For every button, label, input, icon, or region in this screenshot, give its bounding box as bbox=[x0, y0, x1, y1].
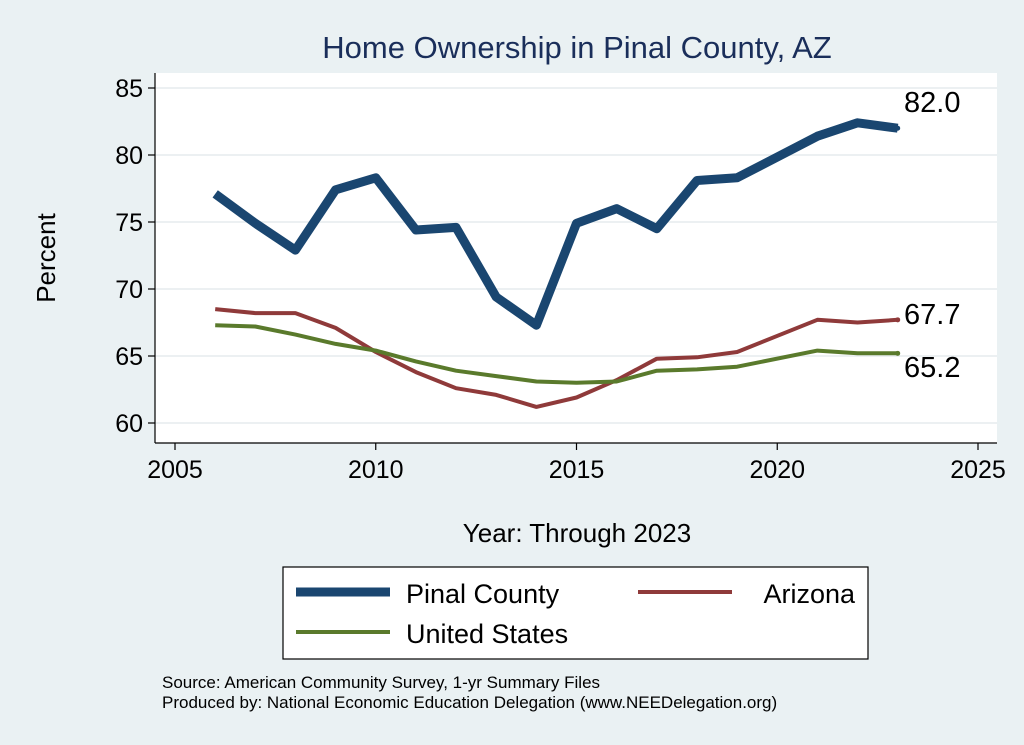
series-end-point-2 bbox=[895, 350, 901, 356]
x-tick-label: 2020 bbox=[749, 456, 805, 484]
legend-label-2: United States bbox=[406, 619, 568, 649]
legend-label-1: Arizona bbox=[763, 579, 856, 609]
x-tick-label: 2010 bbox=[348, 456, 404, 484]
series-end-point-0 bbox=[895, 125, 901, 131]
axes: 60 65 70 75 80 85 2005 2010 2015 2020 2025 bbox=[115, 73, 1006, 484]
end-value-label-2: 65.2 bbox=[904, 352, 960, 384]
series-line-2 bbox=[215, 323, 898, 385]
series-end-point-1 bbox=[895, 317, 901, 323]
produced-note: Produced by: National Economic Education… bbox=[162, 693, 777, 712]
y-tick-label: 80 bbox=[115, 142, 143, 170]
x-tick-label: 2015 bbox=[549, 456, 605, 484]
y-tick-label: 60 bbox=[115, 410, 143, 438]
x-tick-label: 2005 bbox=[147, 456, 203, 484]
source-note: Source: American Community Survey, 1-yr … bbox=[162, 673, 600, 692]
end-value-label-0: 82.0 bbox=[904, 87, 960, 119]
y-tick-label: 75 bbox=[115, 209, 143, 237]
y-tick-label: 85 bbox=[115, 75, 143, 103]
end-labels: 82.0 67.7 65.2 bbox=[904, 87, 960, 384]
chart-title: Home Ownership in Pinal County, AZ bbox=[322, 30, 831, 65]
series-line-0 bbox=[212, 118, 899, 330]
legend-box bbox=[282, 566, 869, 660]
legend-label-0: Pinal County bbox=[406, 579, 560, 609]
x-tick-label: 2025 bbox=[950, 456, 1006, 484]
y-tick-label: 70 bbox=[115, 276, 143, 304]
y-tick-label: 65 bbox=[115, 343, 143, 371]
series-lines bbox=[212, 118, 901, 409]
series-line-1 bbox=[215, 307, 898, 409]
y-axis-label: Percent bbox=[31, 212, 61, 302]
end-value-label-1: 67.7 bbox=[904, 299, 960, 331]
legend: Pinal County Arizona United States bbox=[282, 566, 869, 660]
x-axis-label: Year: Through 2023 bbox=[463, 518, 691, 548]
